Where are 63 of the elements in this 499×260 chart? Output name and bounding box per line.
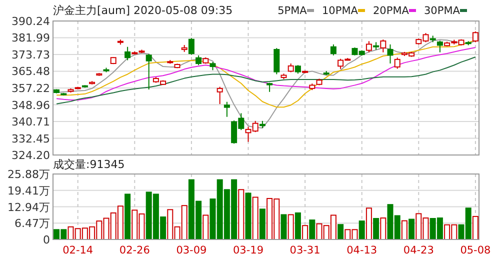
bar xyxy=(280,214,287,240)
bar xyxy=(472,216,478,240)
candlestick xyxy=(146,53,152,90)
y-tick-label: 0 xyxy=(43,234,50,246)
candlestick xyxy=(124,46,131,61)
y-tick-label: 390.24 xyxy=(12,15,50,28)
x-tick-label: 03-19 xyxy=(232,244,264,256)
candlestick xyxy=(196,54,202,66)
y-tick-label: 381.99 xyxy=(12,32,50,45)
x-tick-label: 03-09 xyxy=(176,244,207,256)
y-tick-label: 19.41万 xyxy=(8,184,50,198)
y-tick-label: 25.88万 xyxy=(8,168,50,181)
legend-label: 5PMA xyxy=(278,5,308,17)
candlestick xyxy=(330,44,336,56)
x-tick-label: 02-14 xyxy=(62,244,94,256)
bar xyxy=(373,218,380,240)
x-tick-label: 04-23 xyxy=(403,244,434,256)
x-tick-label: 05-08 xyxy=(460,244,491,256)
y-tick-label: 6.47万 xyxy=(14,217,50,230)
y-tick-label: 357.22 xyxy=(12,82,50,95)
bar xyxy=(338,224,344,240)
x-tick-label: 02-26 xyxy=(119,244,150,256)
y-tick-label: 12.94万 xyxy=(8,200,50,214)
candlestick xyxy=(274,48,280,75)
y-tick-label: 373.73 xyxy=(12,48,50,62)
candlestick xyxy=(387,44,394,64)
bar xyxy=(124,194,131,240)
bar xyxy=(294,212,301,240)
y-tick-label: 324.20 xyxy=(12,149,50,162)
chart-title: 沪金主力[aum] 2020-05-08 09:35 xyxy=(53,4,233,17)
candlestick xyxy=(436,40,443,53)
legend-label: 30PMA xyxy=(424,5,461,17)
chart-title: 成交量:91345 xyxy=(53,158,125,171)
candlestick xyxy=(366,40,372,53)
line-series xyxy=(56,46,476,101)
bar xyxy=(238,189,244,240)
x-tick-label: 03-31 xyxy=(290,244,320,256)
bar xyxy=(401,220,408,240)
candlestick xyxy=(188,38,194,56)
y-tick-label: 332.45 xyxy=(12,132,50,146)
bar xyxy=(408,218,415,240)
line-series xyxy=(56,56,476,104)
legend-label: 20PMA xyxy=(373,5,410,17)
bar xyxy=(259,208,266,240)
bar xyxy=(380,217,386,240)
x-tick-label: 04-13 xyxy=(346,244,378,256)
bar xyxy=(302,225,308,240)
y-tick-label: 348.96 xyxy=(12,98,50,112)
bar xyxy=(202,214,209,240)
y-tick-label: 365.48 xyxy=(12,65,50,78)
candlestick xyxy=(472,30,478,43)
bar xyxy=(252,196,258,240)
bar xyxy=(366,208,372,240)
candlestick xyxy=(394,57,400,70)
bar xyxy=(358,220,365,240)
bar xyxy=(309,220,316,240)
candlestick xyxy=(216,86,223,105)
bar xyxy=(245,192,252,240)
y-tick-label: 340.71 xyxy=(12,116,50,128)
candlestick xyxy=(224,101,230,118)
legend-label: 10PMA xyxy=(322,5,359,17)
bar xyxy=(288,214,294,240)
candlestick xyxy=(380,39,386,53)
